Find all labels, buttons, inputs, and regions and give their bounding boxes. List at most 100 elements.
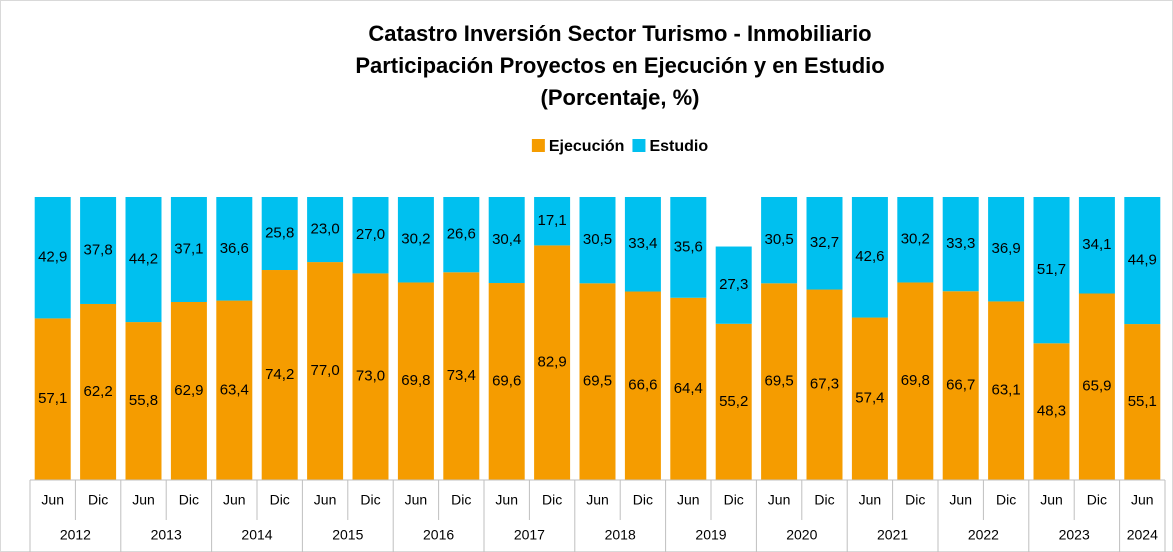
bar-segment [397,197,434,283]
data-label: 66,6 [628,377,657,394]
bar-segment [397,282,434,480]
bar-segment [261,270,298,480]
data-label: 17,1 [537,212,566,229]
bar-segment [1124,197,1161,325]
x-tick-label: Jun [586,492,609,508]
x-tick-label: Dic [270,492,290,508]
data-label: 32,7 [810,234,839,251]
x-group-label: 2020 [786,527,817,543]
data-label: 37,1 [174,240,203,257]
bar-segment [488,283,525,480]
data-label: 63,4 [220,381,249,398]
bar-segment [670,297,707,480]
x-group-label: 2017 [514,527,545,543]
data-label: 30,2 [901,231,930,248]
bar-segment [988,301,1025,480]
chart-title: Participación Proyectos en Ejecución y e… [355,53,884,78]
bar-segment [624,291,661,480]
x-tick-label: Jun [132,492,155,508]
chart-title: (Porcentaje, %) [541,85,700,110]
data-label: 33,3 [946,235,975,252]
data-label: 55,8 [129,392,158,409]
data-label: 73,4 [447,367,476,384]
data-label: 27,0 [356,226,385,243]
x-group-label: 2022 [968,527,999,543]
bar-segment [1033,197,1070,344]
x-tick-label: Jun [223,492,246,508]
data-label: 34,1 [1082,236,1111,253]
bar-segment [761,197,798,284]
data-label: 48,3 [1037,403,1066,420]
data-label: 69,5 [764,373,793,390]
x-tick-label: Dic [905,492,925,508]
x-tick-label: Dic [360,492,380,508]
bar-segment [624,197,661,292]
data-label: 73,0 [356,368,385,385]
bar-segment [216,197,253,301]
bar-segment [534,245,571,480]
bar-segment [988,197,1025,302]
x-group-label: 2013 [151,527,182,543]
x-group-label: 2018 [605,527,636,543]
data-label: 23,0 [310,221,339,238]
x-tick-label: Jun [859,492,882,508]
data-label: 67,3 [810,376,839,393]
bar-segment [715,246,752,324]
x-tick-label: Dic [633,492,653,508]
data-label: 69,8 [401,372,430,389]
x-tick-label: Jun [1131,492,1154,508]
data-label: 64,4 [674,380,703,397]
data-label: 74,2 [265,366,294,383]
data-label: 42,9 [38,249,67,266]
bar-segment [34,318,71,480]
x-group-label: 2014 [241,527,272,543]
data-label: 65,9 [1082,378,1111,395]
bar-segment [352,197,389,274]
bar-segment [851,317,888,480]
bar-segment [216,300,253,480]
data-label: 82,9 [537,354,566,371]
bar-segment [1033,343,1070,480]
data-label: 42,6 [855,248,884,265]
x-tick-label: Jun [949,492,972,508]
data-label: 25,8 [265,224,294,241]
data-label: 35,6 [674,238,703,255]
bar-segment [307,262,344,480]
bar-segment [443,272,480,480]
bar-segment [352,273,389,480]
x-tick-label: Dic [814,492,834,508]
bar-segment [261,197,298,271]
x-group-label: 2024 [1127,527,1158,543]
data-label: 57,4 [855,390,884,407]
x-tick-label: Dic [88,492,108,508]
data-label: 55,2 [719,393,748,410]
x-group-label: 2021 [877,527,908,543]
bar-segment [125,322,162,480]
data-label: 66,7 [946,377,975,394]
x-tick-label: Dic [451,492,471,508]
bar-segment [307,197,344,263]
x-tick-label: Jun [41,492,64,508]
x-group-label: 2019 [695,527,726,543]
data-label: 27,3 [719,276,748,293]
bar-segment [443,197,480,273]
bar-segment [942,197,979,292]
x-tick-label: Dic [1087,492,1107,508]
bar-segment [1078,293,1115,480]
x-tick-label: Dic [724,492,744,508]
x-group-label: 2015 [332,527,363,543]
data-label: 55,1 [1128,393,1157,410]
bar-segment [761,283,798,480]
legend-label: Ejecución [549,138,625,155]
data-label: 51,7 [1037,261,1066,278]
legend-swatch [531,139,545,152]
bar-segment [897,197,934,283]
data-label: 37,8 [83,241,112,258]
x-tick-label: Dic [542,492,562,508]
x-tick-label: Jun [405,492,428,508]
x-tick-label: Jun [314,492,337,508]
bar-segment [806,197,843,290]
bar-segment [1078,197,1115,294]
data-label: 30,5 [583,231,612,248]
